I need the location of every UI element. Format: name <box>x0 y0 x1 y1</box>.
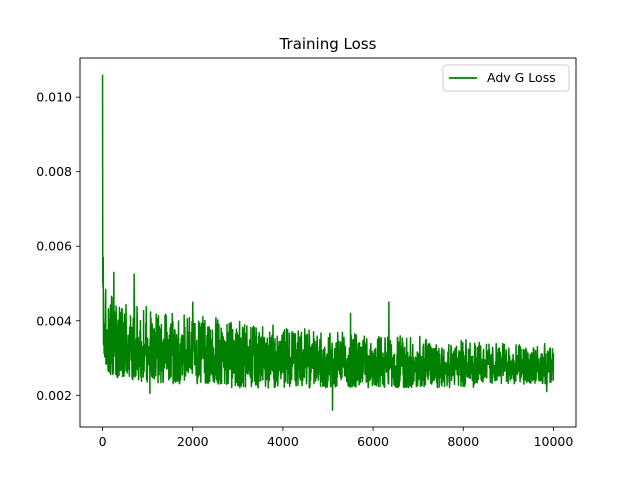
x-tick-label: 6000 <box>357 434 389 449</box>
y-tick-label: 0.004 <box>36 313 72 328</box>
plot-area <box>101 74 555 411</box>
x-tick-label: 10000 <box>534 434 574 449</box>
chart-title: Training Loss <box>279 35 377 53</box>
y-tick-label: 0.006 <box>36 239 72 254</box>
y-tick-label: 0.010 <box>36 90 72 105</box>
x-tick-label: 8000 <box>447 434 479 449</box>
x-tick-label: 4000 <box>267 434 299 449</box>
series-line-adv-g-loss <box>101 74 555 411</box>
x-tick-label: 2000 <box>177 434 209 449</box>
x-axis: 0 2000 4000 6000 8000 10000 <box>99 427 574 449</box>
legend-box <box>442 64 570 92</box>
legend: Adv G Loss <box>442 64 570 92</box>
axes-frame <box>79 57 577 428</box>
y-tick-label: 0.002 <box>36 388 72 403</box>
legend-label: Adv G Loss <box>487 70 556 85</box>
x-tick-label: 0 <box>99 434 107 449</box>
y-tick-label: 0.008 <box>36 164 72 179</box>
y-axis: 0.002 0.004 0.006 0.008 0.010 <box>36 90 80 403</box>
